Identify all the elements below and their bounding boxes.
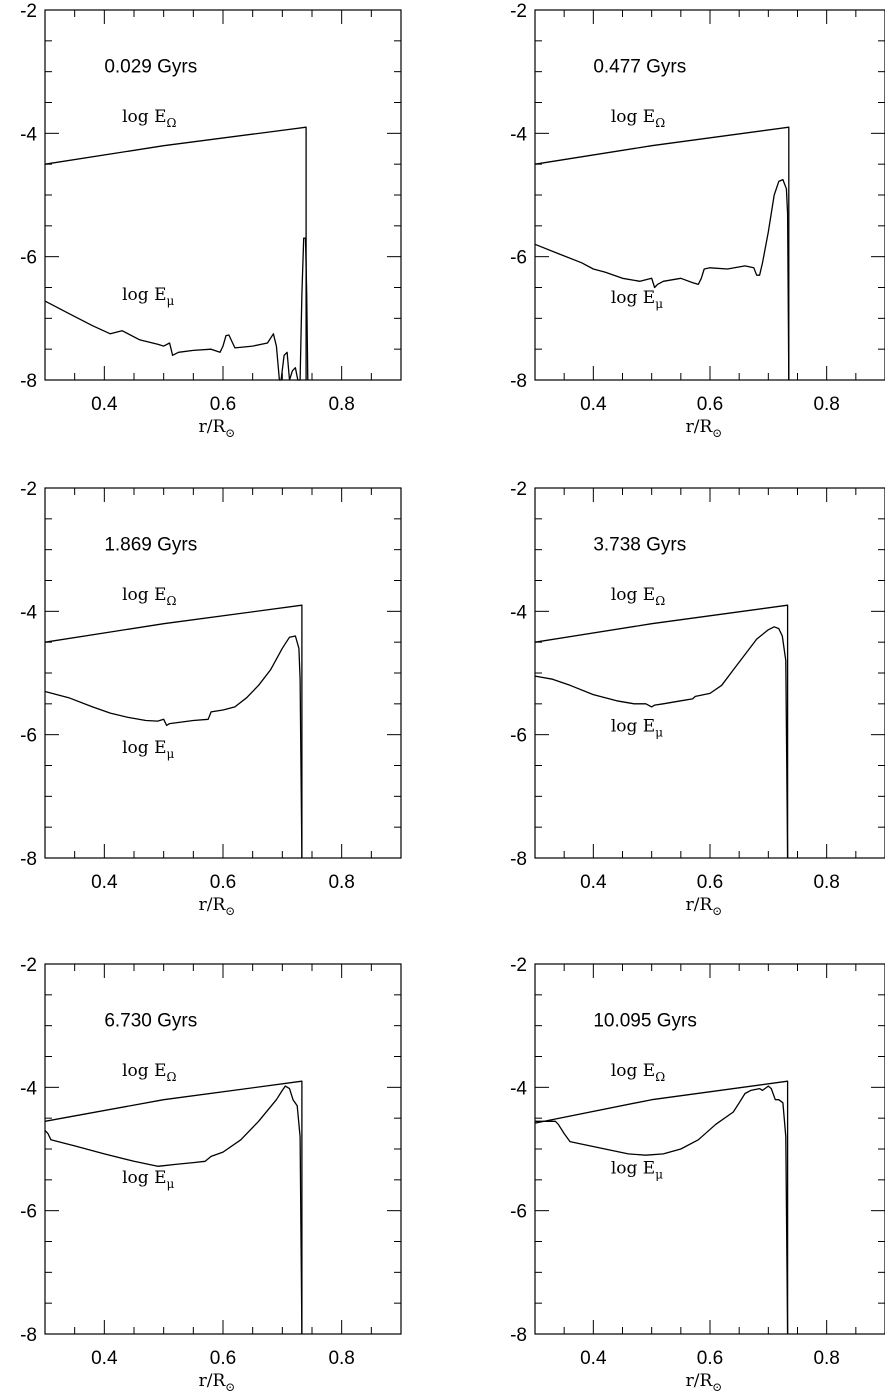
x-tick-label: 0.8 [813, 1348, 839, 1369]
x-tick-label: 0.6 [210, 394, 236, 415]
series-label-log-E-mu: log Eμ [122, 285, 174, 308]
series-label-log-E-omega: log EΩ [611, 107, 665, 130]
x-tick-label: 0.8 [328, 394, 354, 415]
time-annotation: 0.477 Gyrs [593, 57, 686, 78]
x-tick-label: 0.6 [697, 1348, 723, 1369]
x-axis-label: r/R⊙ [686, 895, 723, 918]
series-label-log-E-omega: log EΩ [122, 585, 176, 608]
panel-3: 0.4 0.6 0.8 -2 -4 -6 -8 r/R⊙ 1.869 Gyrs log EΩ log… [20, 479, 402, 918]
series-line-log-E-omega [44, 604, 303, 858]
panel-5: 0.4 0.6 0.8 -2 -4 -6 -8 r/R⊙ 6.730 Gyrs log EΩ log… [20, 955, 402, 1394]
y-tick-label: -2 [510, 955, 527, 976]
x-tick-label: 0.8 [813, 394, 839, 415]
y-tick-label: -4 [510, 124, 527, 145]
y-tick-label: -6 [510, 726, 527, 747]
series-line-log-E-omega [44, 126, 307, 380]
x-tick-label: 0.4 [580, 1348, 607, 1369]
y-tick-label: -4 [20, 1078, 37, 1099]
y-tick-label: -2 [20, 1, 37, 22]
x-axis-label: r/R⊙ [199, 417, 236, 440]
x-tick-label: 0.6 [697, 872, 723, 893]
y-tick-label: -2 [510, 1, 527, 22]
x-tick-label: 0.6 [210, 1348, 236, 1369]
y-tick-label: -4 [510, 602, 527, 623]
series-line-log-E-omega [534, 126, 790, 380]
x-tick-label: 0.4 [91, 394, 118, 415]
series-label-log-E-mu: log Eμ [122, 1168, 174, 1191]
y-tick-label: -6 [20, 726, 37, 747]
series-line-log-E-mu [44, 237, 309, 381]
x-tick-label: 0.8 [328, 872, 354, 893]
x-axis-label: r/R⊙ [199, 895, 236, 918]
series-label-log-E-mu: log Eμ [611, 1159, 663, 1182]
series-label-log-E-omega: log EΩ [611, 585, 665, 608]
plot-frame [44, 9, 402, 381]
plot-frame [534, 963, 885, 1335]
panel-6: 0.4 0.6 0.8 -2 -4 -6 -8 r/R⊙ 10.095 Gyrs log EΩ lo… [510, 955, 885, 1394]
plot-frame [534, 487, 885, 859]
y-tick-label: -4 [510, 1078, 527, 1099]
series-line-log-E-mu [44, 1085, 303, 1335]
series-line-log-E-mu [535, 1085, 789, 1335]
x-tick-label: 0.4 [580, 872, 607, 893]
panel-2: 0.4 0.6 0.8 -2 -4 -6 -8 r/R⊙ 0.477 Gyrs log EΩ log… [510, 1, 885, 440]
x-tick-label: 0.6 [697, 394, 723, 415]
time-annotation: 1.869 Gyrs [104, 535, 197, 556]
series-label-log-E-omega: log EΩ [122, 107, 176, 130]
plot-frame [44, 963, 402, 1335]
series-label-log-E-omega: log EΩ [611, 1061, 665, 1084]
y-tick-label: -8 [20, 849, 37, 870]
series-label-log-E-omega: log EΩ [122, 1061, 176, 1084]
y-tick-label: -6 [510, 1202, 527, 1223]
panel-4: 0.4 0.6 0.8 -2 -4 -6 -8 r/R⊙ 3.738 Gyrs log EΩ log… [510, 479, 885, 918]
series-line-log-E-mu [534, 626, 789, 859]
y-tick-label: -8 [510, 1325, 527, 1346]
x-tick-label: 0.4 [91, 1348, 118, 1369]
y-tick-label: -8 [510, 849, 527, 870]
x-axis-label: r/R⊙ [199, 1371, 236, 1394]
time-annotation: 0.029 Gyrs [104, 57, 197, 78]
time-annotation: 6.730 Gyrs [104, 1011, 197, 1032]
time-annotation: 3.738 Gyrs [593, 535, 686, 556]
y-tick-label: -6 [20, 248, 37, 269]
x-tick-label: 0.8 [813, 872, 839, 893]
x-tick-label: 0.6 [210, 872, 236, 893]
y-tick-label: -2 [20, 955, 37, 976]
series-label-log-E-mu: log Eμ [611, 717, 663, 740]
y-tick-label: -8 [510, 371, 527, 392]
y-tick-label: -4 [20, 124, 37, 145]
x-tick-label: 0.8 [328, 1348, 354, 1369]
y-tick-label: -2 [20, 479, 37, 500]
y-tick-label: -4 [20, 602, 37, 623]
x-tick-label: 0.4 [580, 394, 607, 415]
time-annotation: 10.095 Gyrs [593, 1011, 697, 1032]
series-line-log-E-omega [44, 1080, 303, 1334]
y-tick-label: -8 [20, 371, 37, 392]
x-axis-label: r/R⊙ [686, 417, 723, 440]
y-tick-label: -2 [510, 479, 527, 500]
plot-frame [44, 487, 402, 859]
x-tick-label: 0.4 [91, 872, 118, 893]
y-tick-label: -6 [20, 1202, 37, 1223]
series-label-log-E-mu: log Eμ [611, 288, 663, 311]
panel-1: 0.4 0.6 0.8 -2 -4 -6 -8 r/R⊙ 0.029 Gyrs log EΩ log… [20, 1, 402, 440]
series-line-log-E-omega [534, 604, 789, 858]
series-label-log-E-mu: log Eμ [122, 738, 174, 761]
plot-frame [534, 9, 885, 381]
series-line-log-E-omega [534, 1080, 789, 1334]
y-tick-label: -8 [20, 1325, 37, 1346]
y-tick-label: -6 [510, 248, 527, 269]
series-line-log-E-mu [534, 178, 790, 381]
x-axis-label: r/R⊙ [686, 1371, 723, 1394]
series-line-log-E-mu [44, 635, 303, 859]
